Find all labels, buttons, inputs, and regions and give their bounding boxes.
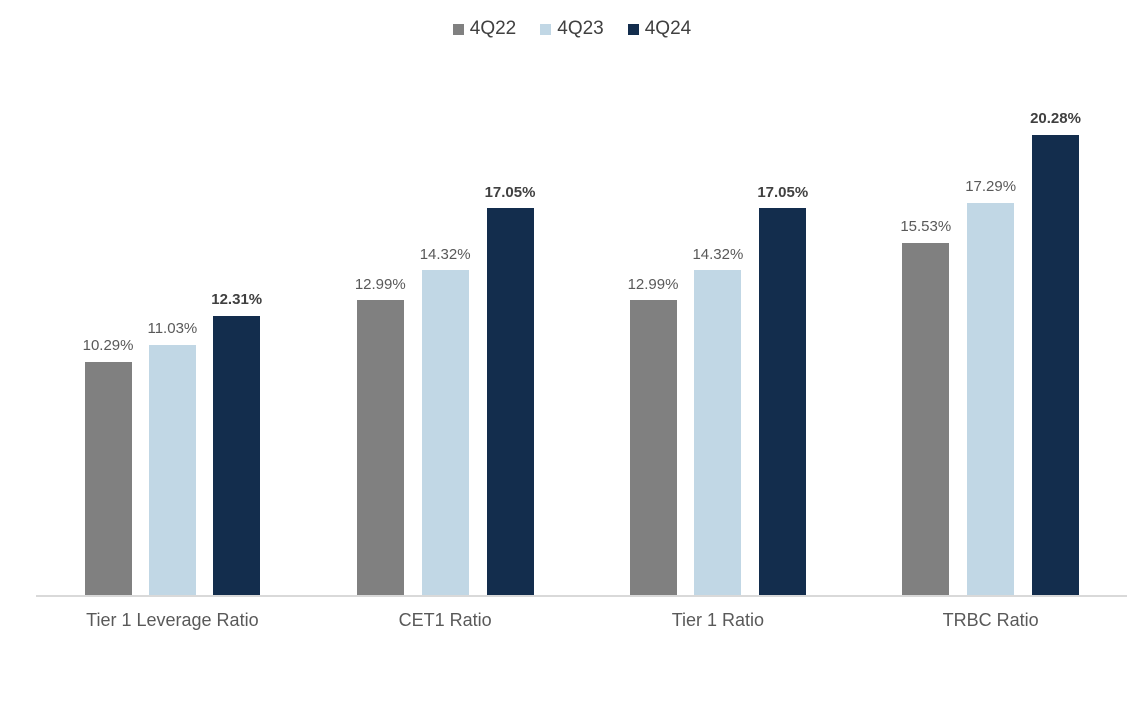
data-label: 12.99%	[627, 275, 679, 293]
data-label: 17.29%	[965, 178, 1017, 196]
legend-swatch-icon	[452, 23, 464, 35]
category-group: 10.29% 11.03% 12.31%	[36, 90, 309, 595]
legend-swatch-icon	[627, 23, 639, 35]
bar-4q23	[694, 270, 742, 595]
category-label: TRBC Ratio	[942, 610, 1039, 630]
data-label: 17.05%	[484, 183, 536, 201]
bar-4q23	[148, 344, 196, 595]
bar-4q22	[356, 300, 404, 595]
x-axis-line	[36, 595, 1127, 597]
bar-4q22	[902, 242, 950, 595]
category-group: 15.53% 17.29% 20.28%	[854, 90, 1127, 595]
data-label: 10.29%	[82, 337, 134, 354]
bar-4q24	[213, 315, 261, 595]
data-label: 14.32%	[419, 245, 471, 263]
plot-area: 10.29% 11.03% 12.31% 12.99% 14.32% 17.05% 12.9…	[36, 90, 1127, 597]
bar-cell: 12.99%	[627, 275, 679, 595]
bar-cell: 11.03%	[147, 321, 197, 595]
category-label: Tier 1 Ratio	[671, 610, 765, 630]
category-group: 12.99% 14.32% 17.05%	[582, 90, 855, 595]
bar-cell: 17.05%	[484, 183, 536, 595]
bar-cell: 20.28%	[1030, 111, 1081, 595]
bar-4q24	[759, 208, 807, 595]
category-label: CET1 Ratio	[398, 610, 492, 630]
bar-4q23	[421, 270, 469, 595]
legend-label: 4Q24	[644, 18, 692, 39]
bar-4q24	[1032, 134, 1079, 595]
data-label: 20.28%	[1030, 110, 1081, 128]
legend-swatch-icon	[540, 23, 552, 35]
legend-label: 4Q22	[469, 18, 517, 39]
bar-cell: 12.99%	[354, 275, 406, 595]
bar-groups: 10.29% 11.03% 12.31% 12.99% 14.32% 17.05% 12.9…	[36, 90, 1127, 595]
bar-cell: 15.53%	[900, 218, 952, 595]
legend-label: 4Q23	[557, 18, 604, 39]
data-label: 14.32%	[692, 245, 744, 263]
bar-4q23	[967, 202, 1015, 595]
bar-cell: 12.31%	[211, 292, 262, 595]
data-label: 15.53%	[900, 218, 952, 235]
bar-cell: 17.05%	[757, 183, 809, 595]
bar-cell: 10.29%	[82, 337, 134, 595]
category-group: 12.99% 14.32% 17.05%	[309, 90, 582, 595]
bar-4q22	[84, 361, 132, 595]
data-label: 12.99%	[354, 275, 406, 293]
bar-cell: 14.32%	[692, 245, 744, 595]
bar-4q24	[486, 208, 534, 595]
data-label: 17.05%	[757, 183, 809, 201]
legend-item: 4Q24	[627, 18, 692, 40]
bar-cell: 17.29%	[965, 179, 1016, 595]
category-label: Tier 1 Leverage Ratio	[86, 610, 259, 630]
bar-cell: 14.32%	[419, 245, 471, 595]
chart-legend: 4Q22 4Q23 4Q24	[0, 18, 1144, 40]
data-label: 12.31%	[211, 291, 263, 309]
bar-4q22	[629, 300, 677, 595]
data-label: 11.03%	[147, 320, 198, 338]
legend-item: 4Q22	[452, 18, 517, 40]
category-axis-labels: Tier 1 Leverage Ratio CET1 Ratio Tier 1 Ra…	[36, 610, 1127, 631]
legend-item: 4Q23	[540, 18, 604, 40]
